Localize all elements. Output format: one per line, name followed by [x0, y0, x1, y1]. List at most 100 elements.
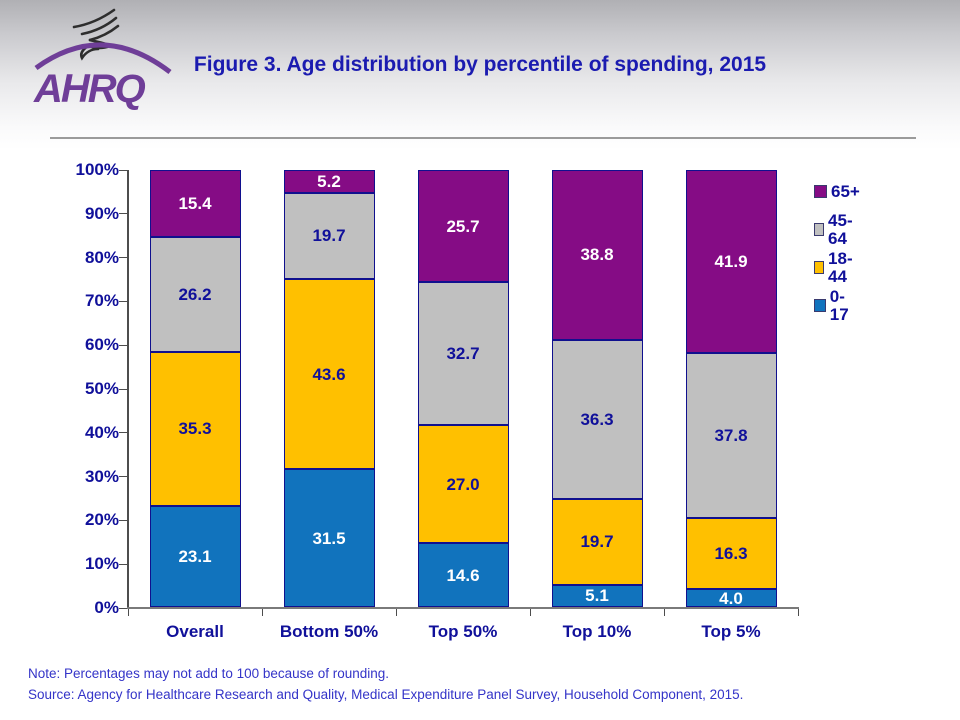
- legend-swatch: [814, 261, 825, 274]
- segment-value-label: 25.7: [446, 216, 480, 236]
- legend-label: 18-44: [828, 248, 853, 286]
- bar-segment-18-44: 43.6: [283, 278, 375, 470]
- chart-legend: 65+ 45-64 18-44 0-17: [814, 180, 860, 332]
- y-axis-tick: [119, 432, 127, 434]
- bar-segment-18-44: 19.7: [551, 498, 643, 585]
- stacked-bar: 4.0 16.3 37.8 41.9: [685, 170, 777, 608]
- y-axis-label: 60%: [84, 335, 119, 355]
- bar-segment-65+: 15.4: [149, 169, 241, 238]
- bar-segment-18-44: 35.3: [149, 351, 241, 507]
- bar-segment-18-44: 27.0: [417, 425, 509, 544]
- bar-segment-45-64: 32.7: [417, 282, 509, 426]
- bar-segment-65+: 5.2: [283, 170, 375, 193]
- segment-value-label: 23.1: [178, 547, 212, 567]
- bar-segment-45-64: 26.2: [149, 237, 241, 352]
- legend-label: 0-17: [829, 286, 849, 324]
- header-band: AHRQ Figure 3. Age distribution by perce…: [0, 0, 960, 150]
- bar-segment-0-17: 14.6: [417, 543, 509, 607]
- hhs-eagle-icon: [72, 8, 120, 61]
- y-axis: [127, 170, 129, 609]
- legend-label: 45-64: [828, 210, 853, 248]
- bar-segment-0-17: 31.5: [283, 469, 375, 607]
- bar-segment-0-17: 5.1: [551, 584, 643, 607]
- bar-segment-45-64: 36.3: [551, 339, 643, 499]
- y-axis-label: 10%: [84, 554, 119, 574]
- y-axis-label: 50%: [84, 379, 119, 398]
- y-axis-tick: [119, 344, 127, 346]
- y-axis-tick: [119, 607, 127, 609]
- legend-swatch: [814, 223, 825, 236]
- y-axis-tick: [119, 476, 127, 478]
- y-axis-label: 40%: [84, 422, 119, 442]
- legend-item: 65+: [814, 180, 860, 203]
- legend-item: 18-44: [814, 249, 860, 285]
- chart-plot-area: 65+ 45-64 18-44 0-17 0% 10% 20% 30% 40% 50% 60% 70…: [76, 160, 860, 641]
- segment-value-label: 26.2: [178, 285, 212, 305]
- segment-value-label: 14.6: [446, 565, 480, 585]
- x-axis-tick: [664, 609, 665, 616]
- ahrq-logo-text: AHRQ: [33, 67, 146, 111]
- y-axis-label: 70%: [84, 291, 119, 311]
- x-category-label: Overall: [166, 622, 224, 641]
- note-text: Note: Percentages may not add to 100 bec…: [28, 666, 389, 681]
- bar-segment-18-44: 16.3: [685, 518, 777, 590]
- segment-value-label: 4.0: [719, 588, 743, 608]
- y-axis-label: 20%: [84, 510, 119, 530]
- y-axis-tick: [119, 519, 127, 521]
- segment-value-label: 31.5: [312, 528, 346, 548]
- x-category-label: Top 10%: [562, 622, 632, 641]
- legend-swatch: [814, 299, 826, 312]
- bar-segment-0-17: 4.0: [685, 588, 777, 608]
- segment-value-label: 32.7: [446, 344, 480, 364]
- header-divider: [50, 137, 916, 139]
- x-category-label: Top 50%: [428, 622, 498, 641]
- segment-value-label: 36.3: [580, 409, 614, 429]
- legend-label: 65+: [831, 181, 860, 201]
- stacked-bar: 23.1 35.3 26.2 15.4: [149, 169, 241, 607]
- stacked-bar: 5.1 19.7 36.3 38.8: [551, 170, 643, 607]
- segment-value-label: 5.1: [585, 586, 609, 606]
- segment-value-label: 41.9: [714, 252, 748, 272]
- ahrq-arc: [34, 42, 172, 74]
- y-axis-tick: [119, 257, 127, 259]
- segment-value-label: 19.7: [312, 226, 346, 246]
- legend-swatch: [814, 185, 827, 198]
- segment-value-label: 35.3: [178, 419, 212, 439]
- segment-value-label: 43.6: [312, 364, 346, 384]
- y-axis-tick: [119, 388, 127, 390]
- bar-segment-65+: 41.9: [685, 170, 777, 354]
- legend-item: 0-17: [814, 287, 860, 323]
- y-axis-tick: [119, 169, 127, 171]
- x-axis-tick: [396, 609, 397, 616]
- y-axis-tick: [119, 213, 127, 215]
- y-axis-label: 100%: [75, 160, 119, 179]
- legend-item: 45-64: [814, 211, 860, 247]
- y-axis-label: 30%: [84, 466, 119, 486]
- x-category-label: Bottom 50%: [279, 622, 379, 641]
- segment-value-label: 5.2: [317, 171, 341, 191]
- y-axis-tick: [119, 563, 127, 565]
- source-text: Source: Agency for Healthcare Research a…: [28, 687, 744, 702]
- segment-value-label: 38.8: [580, 245, 614, 265]
- segment-value-label: 19.7: [580, 532, 614, 552]
- y-axis-label: 80%: [84, 247, 119, 267]
- bar-segment-0-17: 23.1: [149, 506, 241, 607]
- y-axis-label: 90%: [84, 203, 119, 223]
- bar-segment-65+: 25.7: [417, 170, 509, 283]
- y-axis-label: 0%: [94, 598, 119, 617]
- ahrq-logo: AHRQ: [33, 8, 172, 111]
- figure-title: Figure 3. Age distribution by percentile…: [193, 53, 767, 76]
- bar-segment-65+: 38.8: [551, 170, 643, 340]
- x-axis-tick: [530, 609, 531, 616]
- bar-segment-45-64: 37.8: [685, 353, 777, 519]
- x-axis-tick: [262, 609, 263, 616]
- x-axis-tick: [798, 609, 799, 616]
- x-category-label: Top 5%: [701, 622, 761, 641]
- x-axis-tick: [128, 609, 129, 616]
- bar-segment-45-64: 19.7: [283, 192, 375, 279]
- stacked-bar: 14.6 27.0 32.7 25.7: [417, 170, 509, 607]
- x-axis: [127, 607, 799, 609]
- segment-value-label: 37.8: [714, 426, 748, 446]
- segment-value-label: 15.4: [178, 194, 212, 214]
